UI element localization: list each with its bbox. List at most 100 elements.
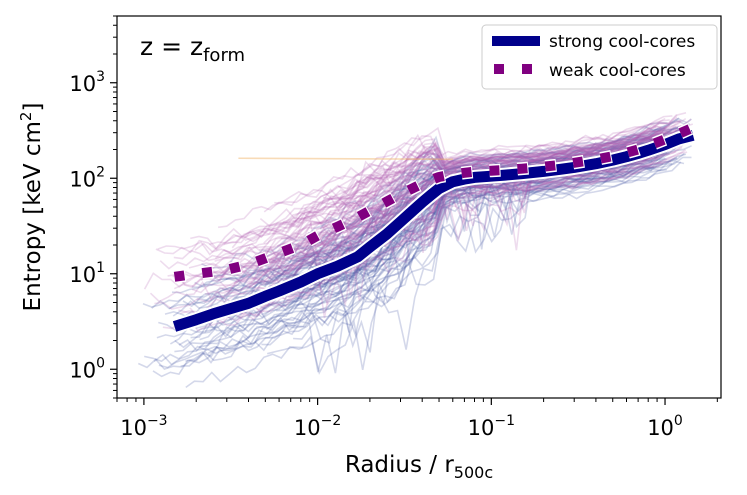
annotation-subscript: form <box>203 45 245 66</box>
x-tick-label-1: 10−2 <box>294 413 341 440</box>
x-axis-label: Radius / r500c <box>345 452 493 482</box>
x-tick-label-0: 10−3 <box>120 413 167 440</box>
x-tick-label-2: 10−1 <box>468 413 515 440</box>
cluster-profile-line-153 <box>303 123 661 210</box>
cluster-profile-line-161 <box>173 128 670 262</box>
y-axis-label-tail: ] <box>20 103 46 112</box>
cluster-profile-line-93 <box>288 120 680 227</box>
cluster-profile-line-79 <box>329 157 678 323</box>
cluster-profile-line-95 <box>217 119 670 229</box>
annotation-z-form: z = zform <box>140 32 245 66</box>
cluster-profile-line-114 <box>297 131 663 227</box>
cluster-profile-line-78 <box>295 135 661 261</box>
mean-profile-lines <box>172 122 695 334</box>
y-axis-label: Entropy [keV cm2] <box>17 103 46 312</box>
cluster-profile-line-34 <box>185 161 682 389</box>
cluster-profile-line-80 <box>194 123 691 288</box>
cluster-profile-line-149 <box>155 117 687 255</box>
cluster-profile-line-148 <box>157 127 662 256</box>
legend-weak-label: weak cool-cores <box>549 61 686 81</box>
cluster-profile-line-150 <box>244 131 654 242</box>
cluster-profile-line-36 <box>137 156 678 371</box>
cluster-profile-line-102 <box>337 130 669 212</box>
cluster-profile-line-3 <box>203 130 673 286</box>
cluster-profile-line-52 <box>265 157 658 331</box>
cluster-profile-line-31 <box>306 125 689 253</box>
cluster-profile-line-169 <box>259 112 687 227</box>
cluster-profile-line-156 <box>194 119 682 253</box>
y-tick-label-0: 100 <box>69 355 105 382</box>
y-tick-label-3: 103 <box>69 69 105 96</box>
cluster-profile-line-44 <box>185 163 664 362</box>
legend: strong cool-cores weak cool-cores <box>481 24 718 90</box>
cluster-profile-line-2 <box>319 122 668 230</box>
cluster-profile-line-22 <box>330 160 653 293</box>
cluster-profile-line-119 <box>223 125 667 246</box>
legend-weak-swatch <box>494 64 532 74</box>
cluster-profile-line-83 <box>338 119 687 229</box>
cluster-profile-line-7 <box>153 158 667 366</box>
cluster-profile-line-130 <box>214 125 677 260</box>
cluster-profile-line-56 <box>252 137 662 282</box>
cluster-profile-line-0 <box>171 127 685 294</box>
cluster-profile-line-73 <box>297 139 655 263</box>
y-axis-label-superscript: 2 <box>17 112 35 122</box>
x-axis-label-main: Radius / r <box>345 452 454 478</box>
cluster-profile-line-109 <box>180 156 659 320</box>
cluster-profile-line-50 <box>309 145 692 307</box>
legend-strong-label: strong cool-cores <box>549 32 695 52</box>
cluster-profile-line-87 <box>159 125 682 270</box>
y-axis-label-main: Entropy [keV cm <box>20 121 46 311</box>
cluster-profile-line-94 <box>263 120 681 244</box>
strong-cool-core-mean-line <box>172 129 695 332</box>
cluster-profile-line-77 <box>174 152 670 353</box>
cluster-profile-line-4 <box>174 153 653 349</box>
cluster-profile-line-97 <box>263 115 673 213</box>
cluster-profile-line-122 <box>328 129 668 216</box>
cluster-profile-line-71 <box>142 137 656 308</box>
y-tick-label-1: 101 <box>69 260 105 287</box>
cluster-profile-line-91 <box>332 130 655 207</box>
cluster-profile-line-21 <box>180 152 685 367</box>
cluster-profile-line-65 <box>225 133 661 292</box>
cluster-profile-line-orange <box>238 157 453 161</box>
cluster-profile-line-166 <box>162 157 676 332</box>
cluster-profile-line-75 <box>196 132 667 301</box>
cluster-profile-line-142 <box>282 127 657 224</box>
cluster-profile-line-140 <box>200 161 662 327</box>
x-axis-label-subscript: 500c <box>454 463 493 482</box>
cluster-profile-line-48 <box>226 155 654 334</box>
legend-box <box>481 24 718 90</box>
cluster-profile-line-82 <box>207 153 687 355</box>
cluster-profile-line-168 <box>285 150 677 286</box>
cluster-profile-line-45 <box>267 169 667 375</box>
cluster-profile-line-66 <box>294 151 669 309</box>
cluster-profile-line-151 <box>274 117 666 207</box>
weak-cool-core-mean-line <box>173 124 693 282</box>
annotation-main: z = z <box>140 32 203 61</box>
cluster-profile-line-37 <box>201 117 680 269</box>
cluster-profile-line-70 <box>178 156 657 351</box>
cluster-profile-line-15 <box>144 157 666 363</box>
cluster-profile-line-152 <box>322 126 662 200</box>
x-tick-label-3: 100 <box>647 413 683 440</box>
cluster-profile-line-5 <box>272 127 682 272</box>
y-axis-ticks: 100 101 102 103 <box>69 15 117 399</box>
cluster-profile-line-28 <box>191 130 662 288</box>
cluster-profile-line-106 <box>313 128 679 225</box>
y-tick-label-2: 102 <box>69 164 105 191</box>
cluster-profile-line-74 <box>158 166 654 369</box>
cluster-profile-line-14 <box>335 127 666 227</box>
cluster-profile-line-43 <box>152 156 692 378</box>
cluster-profile-line-103 <box>231 129 659 249</box>
cluster-profile-line-123 <box>190 114 678 250</box>
cluster-profile-line-117 <box>209 124 671 246</box>
cluster-profile-line-112 <box>337 116 678 188</box>
cluster-profile-line-47 <box>293 160 685 340</box>
cluster-profile-line-32 <box>254 162 673 352</box>
cluster-profile-line-53 <box>199 155 660 348</box>
cluster-profile-line-27 <box>261 169 653 346</box>
cluster-profile-line-126 <box>223 125 668 256</box>
x-axis-ticks: 10−3 10−2 10−1 100 <box>116 398 718 440</box>
